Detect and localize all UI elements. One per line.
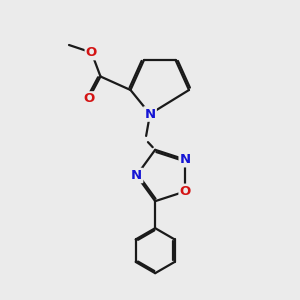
Text: N: N [180, 153, 191, 166]
Text: N: N [144, 107, 156, 121]
Text: O: O [83, 92, 94, 106]
Text: O: O [86, 46, 97, 59]
Text: N: N [131, 169, 142, 182]
Text: O: O [180, 185, 191, 198]
